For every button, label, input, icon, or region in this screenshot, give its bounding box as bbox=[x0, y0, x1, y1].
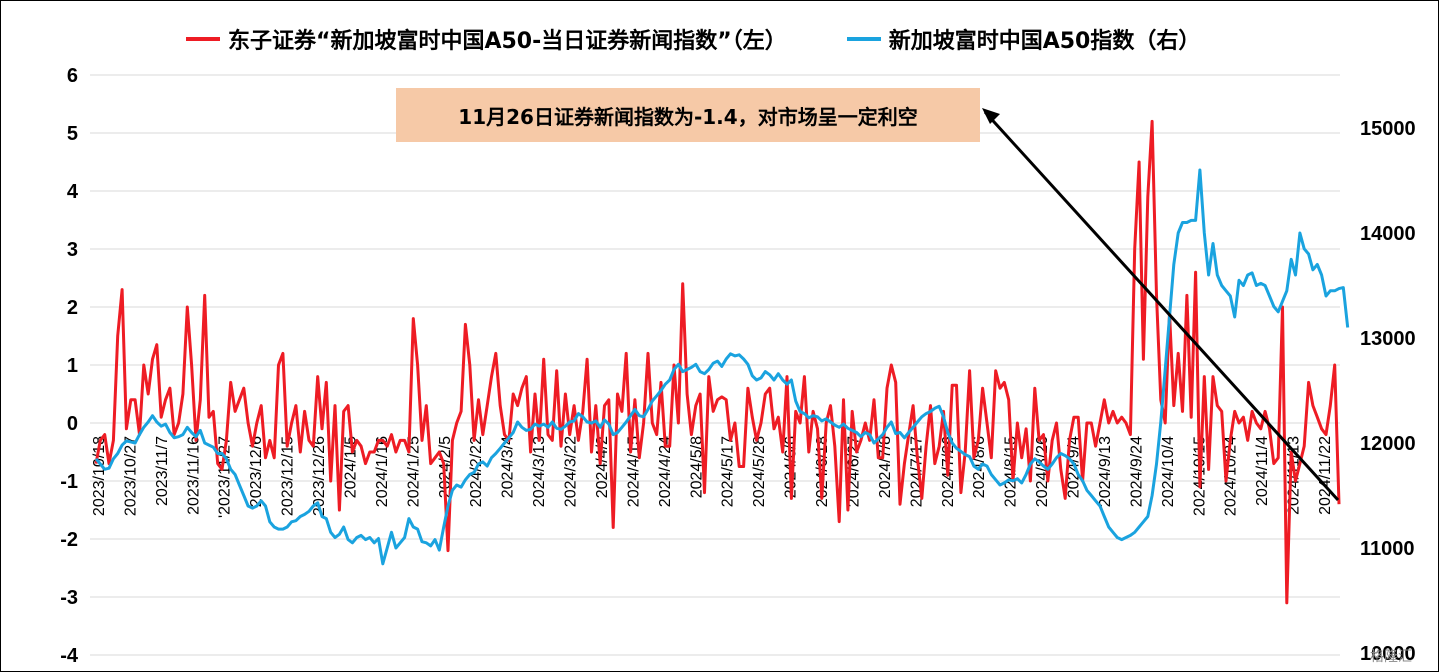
y-right-tick-label: 10000 bbox=[1360, 643, 1416, 665]
y-left-tick-label: 2 bbox=[67, 297, 78, 319]
x-tick-label: 2023/12/6 bbox=[248, 436, 265, 507]
y-left-tick-label: -4 bbox=[60, 645, 79, 667]
x-tick-label: 2024/5/28 bbox=[751, 436, 768, 507]
x-tick-label: 2023/11/7 bbox=[154, 436, 171, 506]
y-right-tick-label: 14000 bbox=[1360, 223, 1416, 245]
x-tick-label: 2024/1/5 bbox=[342, 436, 359, 498]
x-tick-label: 2024/10/4 bbox=[1160, 436, 1177, 507]
annotation-box: 11月26日证券新闻指数为-1.4，对市场呈一定利空 bbox=[396, 88, 980, 142]
legend: 东子证券“新加坡富时中国A50-当日证券新闻指数”（左） 新加坡富时中国A50指… bbox=[186, 22, 1260, 56]
legend-swatch-red bbox=[186, 37, 220, 41]
x-tick-label: 2024/5/8 bbox=[688, 436, 705, 498]
x-tick-label: 2023/10/18 bbox=[91, 436, 108, 516]
y-left-tick-label: -3 bbox=[60, 587, 78, 609]
watermark: 格隆汇 bbox=[1370, 649, 1412, 665]
x-tick-label: '2023/11/27 bbox=[217, 436, 234, 518]
x-tick-label: 2023/11/16 bbox=[185, 436, 202, 515]
x-tick-label: 2024/3/22 bbox=[563, 436, 580, 507]
legend-swatch-blue bbox=[846, 37, 881, 41]
y-right-tick-label: 11000 bbox=[1360, 538, 1415, 560]
x-tick-label: 2024/3/13 bbox=[531, 436, 548, 507]
x-tick-label: 2023/12/15 bbox=[280, 436, 297, 516]
annotation-arrow-line bbox=[983, 110, 1340, 502]
legend-item-left-series: 东子证券“新加坡富时中国A50-当日证券新闻指数”（左） bbox=[186, 23, 787, 55]
y-right-tick-label: 13000 bbox=[1360, 328, 1416, 350]
legend-item-right-series: 新加坡富时中国A50指数（右） bbox=[846, 23, 1201, 55]
y-right-tick-label: 15000 bbox=[1360, 118, 1416, 140]
x-tick-label: 2024/11/22 bbox=[1317, 436, 1334, 515]
x-tick-label: 2024/1/16 bbox=[374, 436, 391, 507]
x-tick-label: 2024/9/13 bbox=[1097, 436, 1114, 507]
x-tick-label: 2024/1/25 bbox=[405, 436, 422, 507]
annotation-arrow-head bbox=[982, 108, 1000, 124]
x-tick-label: 2024/10/24 bbox=[1223, 436, 1240, 516]
x-tick-label: 2024/4/24 bbox=[657, 436, 674, 507]
x-tick-label: 2024/11/4 bbox=[1254, 436, 1271, 506]
y-left-tick-label: -2 bbox=[60, 529, 78, 551]
y-left-tick-label: 1 bbox=[67, 355, 78, 377]
y-right-tick-label: 12000 bbox=[1360, 433, 1416, 455]
y-left-tick-label: 0 bbox=[67, 413, 78, 435]
x-tick-label: 2024/5/17 bbox=[720, 436, 737, 507]
x-tick-label: 2024/2/22 bbox=[468, 436, 485, 507]
y-left-tick-label: -1 bbox=[60, 471, 78, 493]
x-tick-label: 2024/9/24 bbox=[1128, 436, 1145, 507]
y-left-tick-label: 5 bbox=[67, 123, 78, 145]
series-line-a50-index bbox=[94, 168, 1350, 566]
legend-label-right-series: 新加坡富时中国A50指数（右） bbox=[888, 29, 1201, 54]
x-tick-label: 2024/7/8 bbox=[877, 436, 894, 498]
y-left-tick-label: 4 bbox=[67, 181, 79, 203]
x-tick-label: 2024/3/4 bbox=[500, 436, 517, 498]
y-left-tick-label: 6 bbox=[67, 65, 78, 87]
series-line-news-index bbox=[94, 119, 1341, 605]
x-tick-label: 2024/8/26 bbox=[1034, 436, 1051, 507]
legend-label-left-series: 东子证券“新加坡富时中国A50-当日证券新闻指数”（左） bbox=[228, 29, 787, 54]
y-left-tick-label: 3 bbox=[67, 239, 78, 261]
x-tick-label: 2023/12/26 bbox=[311, 436, 328, 516]
x-tick-label: 2023/10/27 bbox=[122, 436, 139, 516]
